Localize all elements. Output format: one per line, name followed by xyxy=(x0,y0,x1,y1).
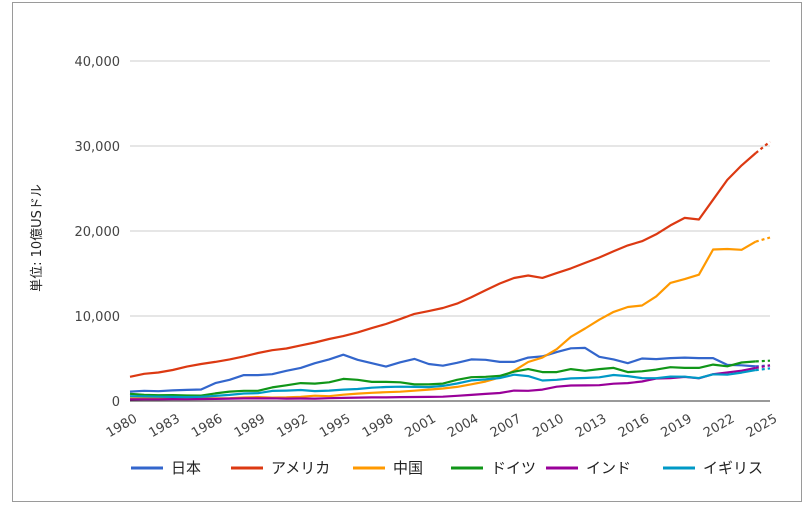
x-tick-label: 1980 xyxy=(104,411,140,441)
legend-label: インド xyxy=(586,459,631,477)
x-tick-label: 1986 xyxy=(189,411,225,441)
y-tick-label: 20,000 xyxy=(75,225,121,240)
legend-label: ドイツ xyxy=(491,459,536,477)
x-tick-label: 2001 xyxy=(403,411,439,441)
series-line xyxy=(129,152,757,378)
legend-item[interactable]: アメリカ xyxy=(231,459,330,477)
series-line xyxy=(129,369,756,399)
x-tick-label: 2019 xyxy=(659,411,695,441)
y-tick-labels: 0 10,000 20,000 30,000 40,000 xyxy=(75,55,121,410)
chart-frame: 0 10,000 20,000 30,000 40,000 1980 1983 1986 19… xyxy=(12,2,802,502)
legend-item[interactable]: イギリス xyxy=(663,459,763,477)
legend-item[interactable]: ドイツ xyxy=(451,459,536,477)
x-tick-label: 2016 xyxy=(616,411,652,441)
series-line-projected xyxy=(755,364,771,369)
x-tick-label: 1989 xyxy=(232,411,268,441)
series-lines xyxy=(129,140,771,401)
legend-label: イギリス xyxy=(703,459,763,477)
x-tick-label: 2007 xyxy=(488,411,524,441)
series-line xyxy=(129,366,757,401)
legend-item[interactable]: 中国 xyxy=(353,459,423,477)
x-tick-label: 2013 xyxy=(573,411,609,441)
legend-label: 中国 xyxy=(393,459,423,477)
series-line xyxy=(129,240,757,400)
gridlines xyxy=(130,60,770,402)
series-line xyxy=(129,346,756,393)
legend[interactable]: 日本 アメリカ 中国 ドイツ インド イギリス xyxy=(131,459,763,477)
series-line-projected xyxy=(755,359,771,363)
series-line-projected xyxy=(755,140,771,154)
x-tick-labels: 1980 1983 1986 1989 1992 1995 1998 2001 2004 2007… xyxy=(104,411,780,441)
x-tick-label: 2004 xyxy=(445,411,481,441)
y-axis-label: 単位: 10億USドル xyxy=(29,184,45,292)
x-tick-label: 2025 xyxy=(744,411,780,441)
y-tick-label: 40,000 xyxy=(75,55,121,70)
x-tick-label: 2022 xyxy=(701,411,737,441)
series-line xyxy=(129,360,756,397)
x-tick-label: 1992 xyxy=(275,411,311,441)
x-tick-label: 1995 xyxy=(317,411,353,441)
legend-label: アメリカ xyxy=(271,459,330,477)
legend-item[interactable]: 日本 xyxy=(131,459,201,477)
x-tick-label: 1983 xyxy=(147,411,183,441)
legend-label: 日本 xyxy=(171,459,201,477)
x-tick-label: 2010 xyxy=(531,411,567,441)
series-line-projected xyxy=(755,236,771,243)
y-tick-label: 10,000 xyxy=(75,310,121,325)
y-tick-label: 30,000 xyxy=(75,140,121,155)
x-tick-label: 1998 xyxy=(360,411,396,441)
series-line-projected xyxy=(755,367,771,372)
legend-item[interactable]: インド xyxy=(546,459,631,477)
y-tick-label: 0 xyxy=(112,395,120,410)
